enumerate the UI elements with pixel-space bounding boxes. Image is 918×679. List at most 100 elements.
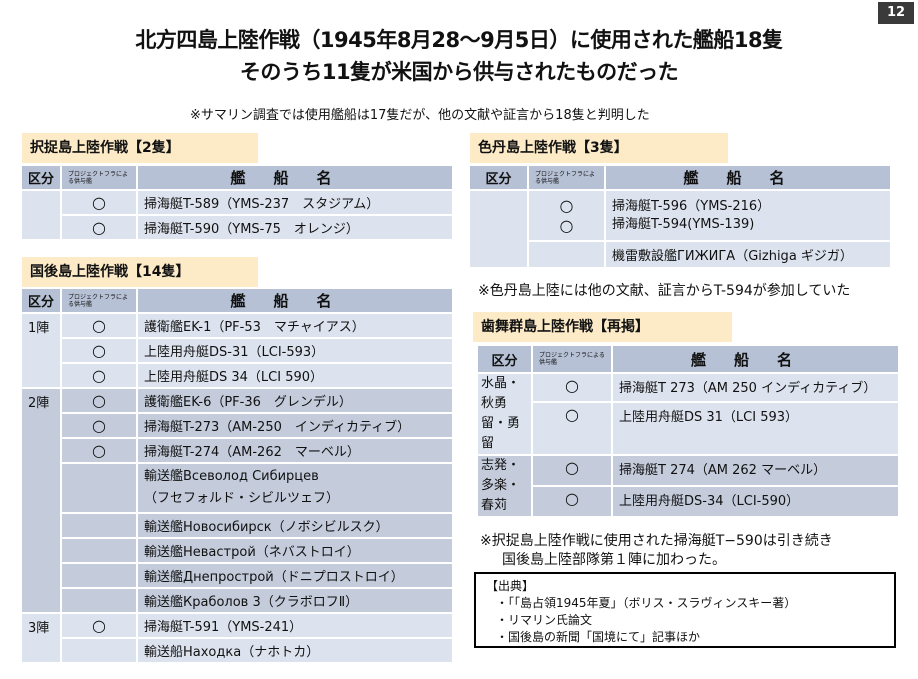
circle-mark: ○ xyxy=(533,456,611,485)
ship-name-line: （フセフォルド・シビルツェフ） xyxy=(144,491,340,506)
header-kubun: 区分 xyxy=(22,166,60,189)
kunashiri-table: 区分 プロジェクトフラによる供与艦 艦船名 1陣 ○ 護衛艦EK-1（PF-53 マチャ… xyxy=(20,287,454,664)
circle-mark xyxy=(62,514,136,537)
source-item: ・国後島の新聞「国境にて」記事ほか xyxy=(496,630,701,644)
circle-mark: ○ xyxy=(62,191,136,214)
table-row: ○ 上陸用舟艇DS-34（LCI-590） xyxy=(478,487,898,516)
table-row: 輸送艦Днепрострой（ドニプロストロイ） xyxy=(22,564,452,587)
table-row: 輸送艦Краболов 3（クラボロフⅡ） xyxy=(22,589,452,612)
circle-mark: ○ xyxy=(62,339,136,362)
table-row: 水晶・秋勇留・勇留 ○ 掃海艇T 273（AM 250 インディカティブ） xyxy=(478,374,898,454)
ship-name: 掃海艇T-273（AM-250 インディカティブ） xyxy=(138,414,452,437)
table-row: 輸送艦Всеволод Сибирцев （フセフォルド・シビルツェフ） xyxy=(22,464,452,512)
habomai-title: 歯舞群島上陸作戦【再掲】 xyxy=(473,312,732,342)
ship-name: 上陸用舟艇DS 34（LCI 590） xyxy=(138,364,452,387)
header-project: プロジェクトフラによる供与艦 xyxy=(529,166,604,189)
table-row: 1陣 ○ 護衛艦EK-1（PF-53 マチャイアス） xyxy=(22,314,452,387)
shikotan-note: ※色丹島上陸には他の文献、証言からT-594が参加していた xyxy=(478,283,851,299)
ship-name: 掃海艇T-590（YMS-75 オレンジ） xyxy=(138,216,452,239)
table-row: ○ 掃海艇T-274（AM-262 マーベル） xyxy=(22,439,452,462)
header-kubun: 区分 xyxy=(22,289,60,312)
table-row: ○ 上陸用舟艇DS 31（LCI 593） xyxy=(478,403,898,454)
table-row: ○ 上陸用舟艇DS 34（LCI 590） xyxy=(22,364,452,387)
table-row: 3陣 ○ 掃海艇T-591（YMS-241） xyxy=(22,614,452,662)
group-label: 2陣 xyxy=(22,389,60,612)
circle-mark xyxy=(62,539,136,562)
circle-mark: ○ xyxy=(533,374,611,402)
ship-name: 掃海艇T 273（AM 250 インディカティブ） xyxy=(613,374,898,402)
ship-name: 掃海艇T-596（YMS-216） xyxy=(612,198,771,214)
table-row: 輸送艦Новосибирск（ノボシビルスク） xyxy=(22,514,452,537)
group-label: 水晶・秋勇留・勇留 xyxy=(478,374,531,454)
top-note: ※サマリン調査では使用艦船は17隻だが、他の文献や証言から18隻と判明した xyxy=(190,108,650,123)
ship-name: 上陸用舟艇DS-31（LCI-593） xyxy=(138,339,452,362)
circle-mark: ○ xyxy=(62,216,136,239)
title-line-1: 北方四島上陸作戦（1945年8月28～9月5日）に使用された艦船18隻 xyxy=(135,28,783,52)
circle-mark: ○ xyxy=(62,614,136,637)
ship-name: 掃海艇T-274（AM-262 マーベル） xyxy=(138,439,452,462)
circle-mark: ○ xyxy=(559,195,574,215)
shikotan-table: 区分 プロジェクトフラによる供与艦 艦船名 ○ ○ 掃海艇T-596（YMS-216） 掃… xyxy=(468,164,892,269)
ship-name: 掃海艇T 274（AM 262 マーベル） xyxy=(613,456,898,485)
circle-mark: ○ xyxy=(559,215,574,235)
table-row: ○ 掃海艇T-589（YMS-237 スタジアム） xyxy=(22,191,452,239)
circle-mark: ○ xyxy=(62,414,136,437)
ship-name: 輸送艦Невастрой（ネバストロイ） xyxy=(138,539,452,562)
circle-mark xyxy=(62,464,136,512)
table-row: 2陣 ○ 護衛艦EK-6（PF-36 グレンデル） xyxy=(22,389,452,612)
header-kubun: 区分 xyxy=(470,166,527,189)
circle-mark: ○ xyxy=(62,389,136,412)
habomai-note-1: ※択捉島上陸作戦に使用された掃海艇T−590は引き続き xyxy=(480,533,833,549)
circle-mark: ○ xyxy=(62,314,136,337)
table-row: 輸送艦Невастрой（ネバストロイ） xyxy=(22,539,452,562)
etorofu-table: 区分 プロジェクトフラによる供与艦 艦船名 ○ 掃海艇T-589（YMS-237 スタ… xyxy=(20,164,454,241)
ship-name: 機雷敷設艦ГИЖИГА（Gizhiga ギジガ） xyxy=(606,242,890,267)
ship-name: 輸送艦Днепрострой（ドニプロストロイ） xyxy=(138,564,452,587)
ship-name: 掃海艇T-589（YMS-237 スタジアム） xyxy=(138,191,452,214)
circle-mark xyxy=(62,564,136,587)
habomai-note-2: 国後島上陸部隊第１陣に加わった。 xyxy=(502,552,726,568)
group-label: 志発・多楽・春苅 xyxy=(478,456,531,516)
circle-mark xyxy=(62,639,136,662)
header-ship: 艦船名 xyxy=(138,289,452,312)
table-row: 機雷敷設艦ГИЖИГА（Gizhiga ギジガ） xyxy=(470,242,890,267)
title-line-2: そのうち11隻が米国から供与されたものだった xyxy=(239,60,679,84)
ship-name: 掃海艇T-591（YMS-241） xyxy=(138,614,452,637)
table-row: ○ 掃海艇T-590（YMS-75 オレンジ） xyxy=(22,216,452,239)
circle-mark: ○ xyxy=(62,439,136,462)
header-kubun: 区分 xyxy=(478,346,531,372)
sources-title: 【出典】 xyxy=(486,579,535,593)
source-item: ・リマリン氏論文 xyxy=(496,613,593,627)
habomai-table: 区分 プロジェクトフラによる供与艦 艦船名 水晶・秋勇留・勇留 ○ 掃海艇T 273（A… xyxy=(476,344,900,518)
page-number: 12 xyxy=(878,2,914,24)
ship-name: 掃海艇T-594(YMS-139) xyxy=(612,216,755,232)
etorofu-title: 択捉島上陸作戦【2隻】 xyxy=(22,133,258,163)
ship-name-line: 輸送艦Всеволод Сибирцев xyxy=(144,469,319,484)
table-row: ○ ○ 掃海艇T-596（YMS-216） 掃海艇T-594(YMS-139) xyxy=(470,191,890,267)
circle-mark: ○ xyxy=(533,403,611,454)
ship-name: 輸送船Находка（ナホトカ） xyxy=(138,639,452,662)
kunashiri-title: 国後島上陸作戦【14隻】 xyxy=(22,257,258,287)
header-ship: 艦船名 xyxy=(138,166,452,189)
source-item: ・「「島占領1945年夏」（ボリス・スラヴィンスキー著） xyxy=(496,596,797,610)
sources-box: 【出典】 ・「「島占領1945年夏」（ボリス・スラヴィンスキー著） ・リマリン氏… xyxy=(474,572,896,648)
table-row: 志発・多楽・春苅 ○ 掃海艇T 274（AM 262 マーベル） xyxy=(478,456,898,516)
header-project: プロジェクトフラによる供与艦 xyxy=(533,346,611,372)
shikotan-title: 色丹島上陸作戦【3隻】 xyxy=(470,133,728,163)
ship-name: 上陸用舟艇DS-34（LCI-590） xyxy=(613,487,898,516)
ship-name: 輸送艦Всеволод Сибирцев （フセフォルド・シビルツェフ） xyxy=(138,464,452,512)
ship-name: 輸送艦Новосибирск（ノボシビルスク） xyxy=(138,514,452,537)
header-ship: 艦船名 xyxy=(613,346,898,372)
group-label: 1陣 xyxy=(22,314,60,387)
ship-name: 護衛艦EK-6（PF-36 グレンデル） xyxy=(138,389,452,412)
table-row: 輸送船Находка（ナホトカ） xyxy=(22,639,452,662)
header-project: プロジェクトフラによる供与艦 xyxy=(62,166,136,189)
ship-name: 護衛艦EK-1（PF-53 マチャイアス） xyxy=(138,314,452,337)
circle-mark: ○ xyxy=(62,364,136,387)
ship-name: 輸送艦Краболов 3（クラボロフⅡ） xyxy=(138,589,452,612)
table-row: ○ 上陸用舟艇DS-31（LCI-593） xyxy=(22,339,452,362)
table-row: ○ 掃海艇T-273（AM-250 インディカティブ） xyxy=(22,414,452,437)
ship-name: 上陸用舟艇DS 31（LCI 593） xyxy=(613,403,898,454)
circle-mark: ○ xyxy=(533,487,611,516)
circle-mark xyxy=(62,589,136,612)
